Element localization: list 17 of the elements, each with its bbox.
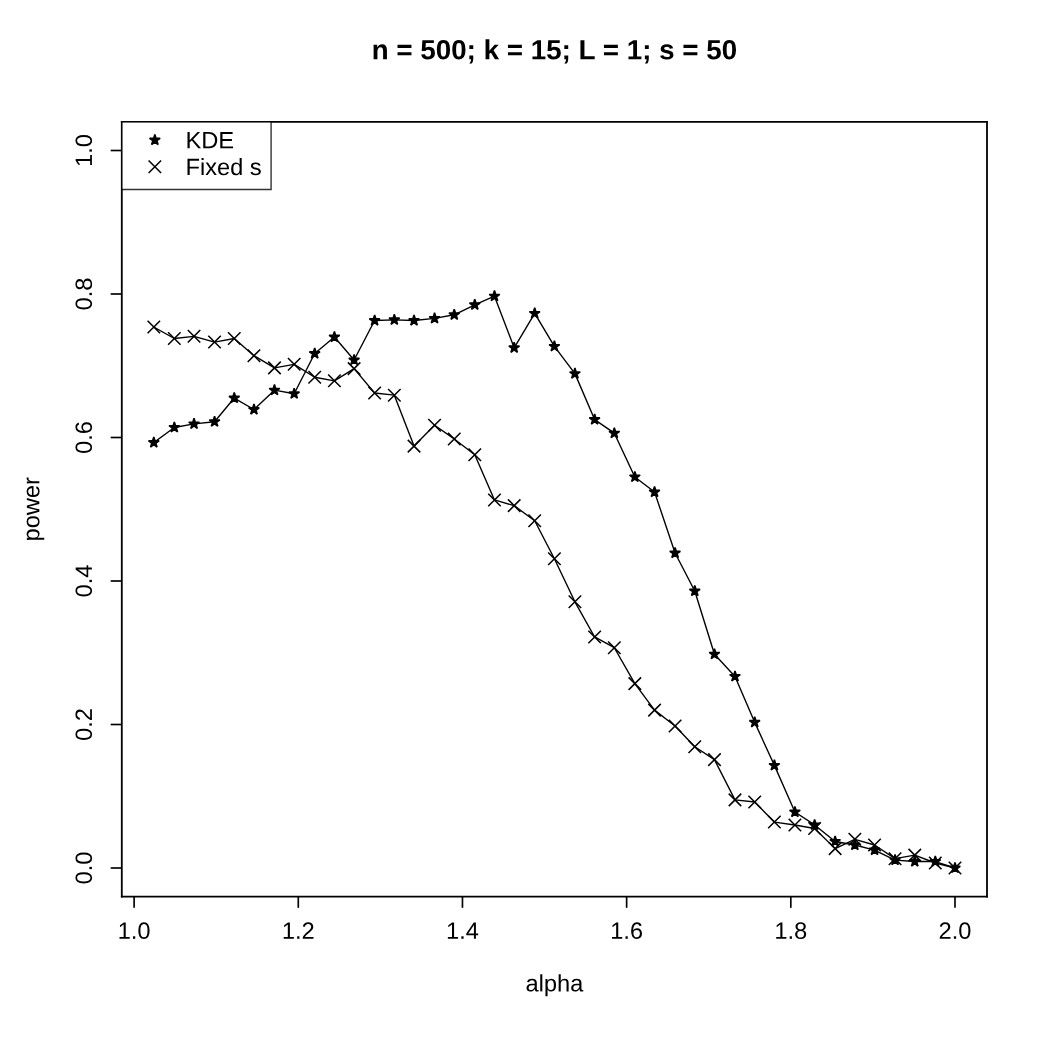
x-tick-label: 1.8: [776, 922, 807, 940]
y-tick-label: 0.2: [75, 709, 93, 740]
x-tick-label: 2.0: [939, 922, 971, 940]
legend-label: KDE: [187, 132, 234, 149]
y-tick-label: 1.0: [75, 135, 93, 166]
y-tick-label: 0.0: [75, 852, 93, 884]
chart-title: n = 500; k = 15; L = 1; s = 50: [373, 39, 736, 64]
y-tick-label: 0.6: [75, 422, 93, 453]
y-tick-label: 0.8: [75, 278, 93, 310]
x-axis-title: alpha: [526, 974, 584, 997]
y-axis-title: power: [26, 477, 45, 540]
y-tick-label: 0.4: [75, 565, 93, 597]
x-tick-label: 1.0: [119, 922, 150, 940]
legend-label: Fixed s: [187, 157, 261, 176]
x-tick-label: 1.2: [283, 922, 314, 939]
x-tick-label: 1.4: [447, 922, 479, 939]
x-tick-label: 1.6: [612, 922, 643, 940]
